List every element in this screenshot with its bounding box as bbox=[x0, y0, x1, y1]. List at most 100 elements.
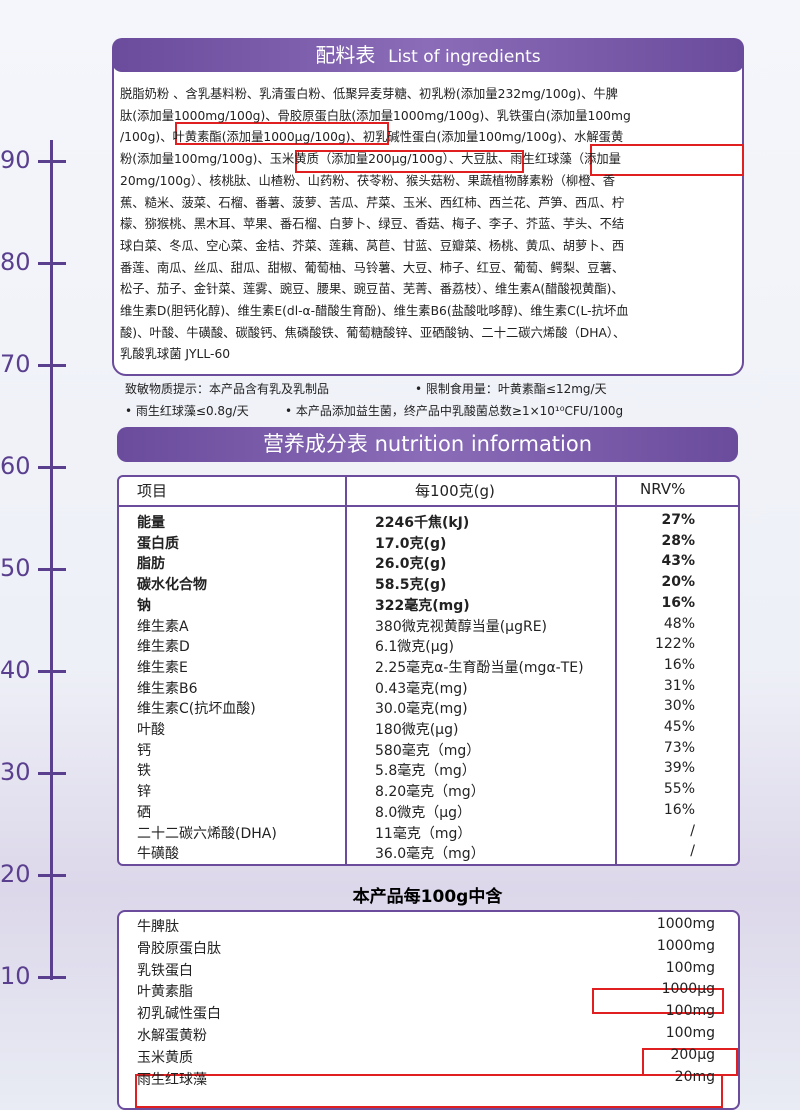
ingredient-line: 维生素D(胆钙化醇)、维生素E(dl-α-醋酸生育酚)、维生素B6(盐酸吡哆醇)… bbox=[120, 304, 629, 318]
ingredient-line: 肽(添加量1000mg/100g)、骨胶原蛋白肽(添加量1000mg/100g)… bbox=[120, 108, 631, 123]
table-cell: 11毫克（mg） bbox=[375, 825, 472, 842]
per100g-title: 本产品每100g中含 bbox=[352, 887, 503, 907]
table-cell: 锌 bbox=[137, 784, 151, 801]
per100g-cell: 1000mg bbox=[656, 916, 715, 932]
per100g-cell: 100mg bbox=[665, 959, 715, 976]
ingredients-panel bbox=[112, 38, 744, 376]
table-cell: 16% bbox=[663, 656, 695, 673]
note: 致敏物质提示：本产品含有乳及乳制品 bbox=[125, 382, 330, 396]
table-cell: 30.0毫克(mg) bbox=[375, 701, 468, 718]
table-cell: 硒 bbox=[137, 804, 151, 821]
ingredient-line: 20mg/100g）、核桃肽、山楂粉、山药粉、茯苓粉、猴头菇粉、果蔬植物酵素粉（… bbox=[120, 173, 616, 188]
ingredient-line: 番莲、南瓜、丝瓜、甜瓜、甜椒、葡萄柚、马铃薯、大豆、柿子、红豆、葡萄、鳄梨、豆薯… bbox=[120, 260, 625, 275]
table-rule bbox=[117, 505, 738, 507]
highlight bbox=[135, 1074, 723, 1108]
per100g-cell: 骨胶原蛋白肽 bbox=[137, 940, 221, 957]
table-cell: 8.20毫克（mg） bbox=[375, 784, 485, 801]
highlight bbox=[592, 988, 724, 1014]
table-cell: 二十二碳六烯酸(DHA) bbox=[137, 825, 277, 842]
table-cell: 维生素C(抗坏血酸) bbox=[137, 701, 256, 718]
table-cell: / bbox=[690, 822, 695, 839]
per100g-cell: 水解蛋黄粉 bbox=[137, 1028, 207, 1044]
table-cell: 牛磺酸 bbox=[137, 846, 179, 863]
per100g-cell: 100mg bbox=[665, 1003, 715, 1020]
table-cell: 0.43毫克(mg) bbox=[375, 680, 468, 697]
table-cell: 31% bbox=[663, 677, 695, 694]
table-header: 项目 bbox=[137, 482, 168, 500]
note: • 限制食用量：叶黄素酯≤12mg/天 bbox=[415, 382, 607, 396]
ruler-tick bbox=[38, 262, 66, 265]
ruler-label: 30 bbox=[0, 758, 31, 786]
ruler-label: 50 bbox=[0, 554, 31, 582]
ruler-tick bbox=[38, 874, 66, 877]
ruler-label: 20 bbox=[0, 860, 31, 888]
table-cell: 碳水化合物 bbox=[137, 577, 207, 594]
title-en: List of ingredients bbox=[388, 47, 541, 67]
per100g-cell: 初乳碱性蛋白 bbox=[137, 1006, 221, 1023]
per100g-cell: 雨生红球藻 bbox=[137, 1071, 207, 1088]
ingredient-line: 松子、茄子、金针菜、莲雾、豌豆、腰果、豌豆苗、芜菁、番荔枝）、维生素A(醋酸视黄… bbox=[120, 282, 624, 297]
ingredient-line: 蕉、糙米、菠菜、石榴、番薯、菠萝、苦瓜、芹菜、玉米、西红柿、西兰花、芦笋、西瓜、… bbox=[120, 195, 625, 210]
table-cell: 322毫克(mg) bbox=[375, 597, 470, 614]
per100g-cell: 叶黄素脂 bbox=[137, 984, 193, 1001]
ingredient-line: 乳酸乳球菌 JYLL-60 bbox=[120, 347, 231, 362]
highlight bbox=[175, 122, 389, 145]
table-cell: 维生素A bbox=[137, 618, 189, 635]
per100g-box bbox=[117, 910, 740, 1110]
per100g-cell: 玉米黄质 bbox=[137, 1049, 193, 1066]
table-cell: 45% bbox=[663, 719, 695, 735]
table-cell: 8.0微克（μg） bbox=[375, 804, 472, 821]
table-cell: 5.8毫克（mg） bbox=[375, 763, 476, 780]
ruler-tick bbox=[38, 466, 66, 469]
table-cell: 钙 bbox=[137, 742, 151, 759]
ingredient-line: /100g)、叶黄素酯(添加量1000μg/100g)、初乳碱性蛋白(添加量10… bbox=[120, 130, 624, 145]
per100g-cell: 1000μg bbox=[661, 981, 715, 998]
table-cell: 36.0毫克（mg） bbox=[375, 846, 485, 863]
ruler-label: 80 bbox=[0, 248, 31, 276]
ruler-tick bbox=[38, 160, 66, 163]
nutrition-table bbox=[117, 475, 740, 866]
ruler-tick bbox=[38, 976, 66, 979]
table-cell: 20% bbox=[661, 574, 695, 591]
nutrition-header: 营养成分表 nutrition information bbox=[117, 427, 738, 462]
col-rule bbox=[345, 475, 347, 864]
highlight bbox=[295, 150, 524, 173]
table-cell: 43% bbox=[661, 553, 695, 570]
per100g-cell: 乳铁蛋白 bbox=[137, 962, 193, 979]
ruler-label: 70 bbox=[0, 350, 31, 378]
table-cell: 维生素D bbox=[137, 639, 190, 656]
table-cell: 16% bbox=[663, 801, 695, 818]
ingredient-line: 酸)、叶酸、牛磺酸、碳酸钙、焦磷酸铁、葡萄糖酸锌、亚硒酸钠、二十二碳六烯酸（DH… bbox=[120, 325, 626, 340]
ruler-label: 10 bbox=[0, 962, 31, 990]
table-cell: 2246千焦(kJ) bbox=[375, 515, 470, 531]
table-cell: 30% bbox=[663, 698, 695, 715]
table-cell: 脂肪 bbox=[137, 556, 165, 573]
table-cell: 维生素B6 bbox=[137, 680, 198, 697]
table-cell: 6.1微克(μg) bbox=[375, 639, 454, 656]
table-cell: 180微克(μg) bbox=[375, 722, 459, 738]
per100g-cell: 20mg bbox=[674, 1068, 715, 1085]
note: • 本产品添加益生菌，终产品中乳酸菌总数≥1×10¹⁰CFU/100g bbox=[285, 404, 624, 418]
ruler-tick bbox=[38, 670, 66, 673]
table-header: NRV% bbox=[640, 480, 686, 498]
highlight bbox=[590, 144, 744, 176]
table-cell: 叶酸 bbox=[137, 722, 165, 738]
table-cell: 380微克视黄醇当量(μgRE) bbox=[375, 618, 548, 635]
table-cell: 钠 bbox=[137, 597, 151, 614]
table-cell: 48% bbox=[663, 615, 695, 632]
ruler-tick bbox=[38, 364, 66, 367]
col-rule bbox=[615, 475, 617, 864]
table-cell: 28% bbox=[661, 532, 695, 549]
title: 配料表 bbox=[315, 43, 376, 67]
ruler-tick bbox=[38, 568, 66, 571]
ingredient-line: 檬、猕猴桃、黑木耳、苹果、番石榴、白萝卜、绿豆、香菇、梅子、李子、芥蓝、芋头、不… bbox=[120, 217, 625, 232]
table-cell: 16% bbox=[661, 594, 695, 611]
table-cell: 能量 bbox=[137, 515, 165, 531]
ingredient-line: 粉(添加量100mg/100g)、玉米黄质（添加量200μg/100g）、大豆肽… bbox=[120, 152, 621, 167]
ruler-label: 90 bbox=[0, 146, 31, 174]
table-cell: 17.0克(g) bbox=[375, 535, 447, 552]
per100g-cell: 200μg bbox=[670, 1046, 715, 1063]
per100g-cell: 100mg bbox=[665, 1025, 715, 1041]
ruler-line bbox=[50, 140, 53, 980]
